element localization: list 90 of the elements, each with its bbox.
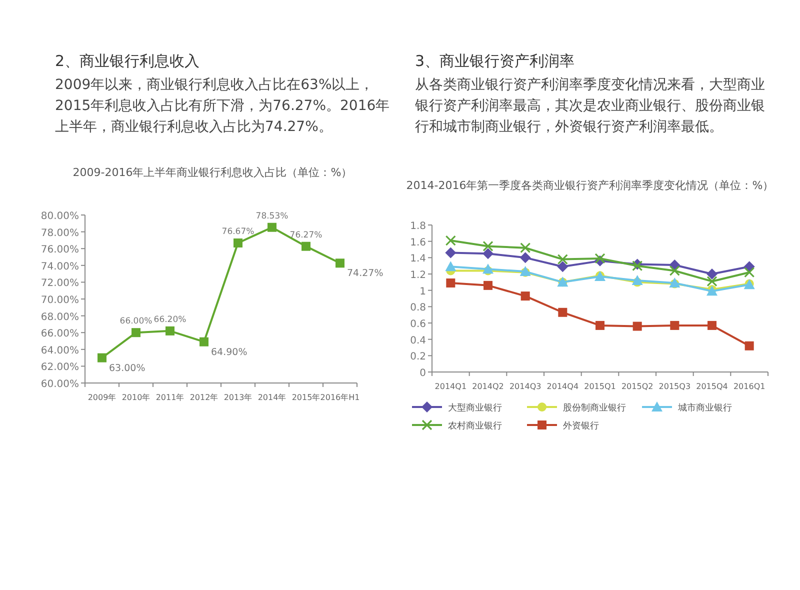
point: [632, 275, 643, 286]
point: [708, 320, 716, 330]
y-tick-label: 60.00%: [40, 379, 79, 390]
y-tick-label: 1.6: [410, 237, 426, 248]
point: [302, 242, 310, 251]
y-tick-label: 80.00%: [40, 211, 79, 222]
point: [520, 242, 531, 254]
point: [166, 326, 174, 336]
point: [557, 261, 568, 272]
data-label: 78.53%: [256, 211, 288, 222]
point: [445, 247, 456, 258]
y-tick-label: 1.4: [410, 254, 426, 265]
point: [706, 268, 718, 280]
data-label: 76.67%: [222, 226, 254, 237]
y-tick-label: 0.2: [410, 352, 426, 363]
x-tick-label: 2014Q3: [509, 382, 542, 391]
x-tick-label: 2015Q1: [584, 382, 616, 391]
point: [520, 292, 530, 301]
data-label: 74.27%: [347, 268, 384, 280]
y-tick-label: 0.4: [410, 335, 426, 346]
data-label: 76.27%: [290, 230, 322, 240]
y-tick-label: 0.6: [410, 319, 426, 330]
y-tick-label: 78.00%: [40, 228, 79, 239]
y-tick-label: 72.00%: [40, 278, 79, 290]
x-tick-label: 2015Q3: [658, 382, 691, 391]
x-tick-label: 2015Q4: [696, 382, 728, 391]
x-tick-label: 2009年: [88, 393, 116, 402]
point: [234, 238, 242, 248]
point: [445, 235, 456, 246]
legend-label: 外资银行: [563, 420, 599, 432]
point: [670, 320, 680, 330]
point: [445, 261, 456, 272]
data-label: 66.20%: [154, 314, 186, 325]
point: [557, 254, 568, 265]
data-label: 63.00%: [109, 362, 146, 374]
y-tick-label: 76.00%: [40, 244, 79, 256]
point: [632, 322, 642, 331]
data-label: 64.90%: [211, 346, 248, 358]
point: [446, 278, 456, 288]
text: 3、商业银行资产利润率: [415, 52, 576, 71]
legend-label: 股份制商业银行: [563, 402, 626, 414]
y-tick-label: 64.00%: [40, 345, 79, 356]
x-tick-label: 2014Q4: [546, 382, 579, 391]
x-tick-label: 2015Q2: [621, 382, 654, 391]
point: [706, 276, 718, 287]
text: 2009年以来，商业银行利息收入占比在63%以上，2015年利息收入占比有所下滑，为76.27%。2016年上半年，商业银行利息收入占比为74.27%。: [55, 76, 390, 137]
point: [484, 280, 492, 290]
y-tick-label: 1.2: [410, 270, 426, 281]
y-tick-label: 0.8: [410, 302, 426, 314]
x-tick-label: 2016年H1: [320, 393, 360, 402]
x-tick-label: 2015年: [292, 393, 320, 402]
x-tick-label: 2010年: [122, 393, 150, 402]
legend-label: 农村商业银行: [448, 420, 502, 432]
point: [268, 222, 276, 232]
point: [200, 337, 208, 346]
x-tick-label: 2014Q1: [434, 382, 467, 391]
point: [482, 264, 494, 274]
point: [744, 267, 755, 278]
x-tick-label: 2012年: [190, 393, 218, 402]
data-label: 66.00%: [120, 316, 152, 327]
point: [558, 308, 568, 317]
point: [596, 320, 604, 330]
legend-label: 城市商业银行: [677, 402, 732, 414]
y-tick-label: 66.00%: [40, 328, 79, 340]
y-tick-label: 70.00%: [40, 295, 79, 306]
text: 从各类商业银行资产利润率季度变化情况来看，大型商业银行资产利润率最高，其次是农业商业银行、股份商业银行和城市制商业银行，外资银行资产利润率最低。: [415, 76, 765, 137]
point: [482, 240, 494, 252]
point: [482, 248, 494, 260]
x-tick-label: 2016Q1: [733, 382, 766, 391]
x-tick-label: 2013年: [224, 393, 252, 402]
x-tick-label: 2014Q2: [472, 382, 504, 391]
x-tick-label: 2014年: [258, 393, 286, 402]
y-tick-label: 68.00%: [40, 312, 79, 323]
point: [520, 252, 531, 264]
chart-title: 2009-2016年上半年商业银行利息收入占比（单位：%）: [72, 166, 352, 179]
y-tick-label: 62.00%: [40, 362, 79, 374]
point: [669, 265, 680, 276]
y-tick-label: 0: [420, 368, 426, 379]
y-tick-label: 1.8: [410, 221, 426, 232]
text: 2、商业银行利息收入: [55, 52, 201, 71]
chart-title: 2014-2016年第一季度各类商业银行资产利润率季度变化情况（单位：%）: [406, 179, 774, 192]
point: [336, 258, 344, 268]
x-tick-label: 2011年: [156, 393, 184, 402]
legend-label: 大型商业银行: [448, 402, 502, 414]
point: [744, 341, 754, 350]
point: [594, 253, 606, 264]
y-tick-label: 1: [420, 286, 426, 298]
point: [132, 328, 140, 338]
y-tick-label: 74.00%: [40, 261, 79, 272]
point: [98, 353, 106, 362]
